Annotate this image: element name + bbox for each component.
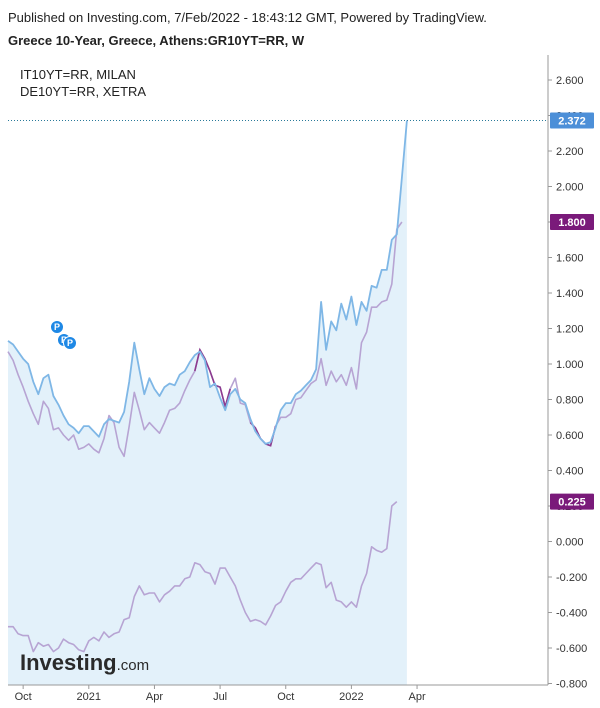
x-tick-label: Oct [15,691,32,703]
italy-last-value-badge [550,214,594,230]
x-tick-label: Apr [408,691,425,703]
greece-area-fill [8,120,407,685]
y-tick-label: -0.400 [556,608,587,620]
y-tick-label: 2.000 [556,182,584,194]
y-tick-label: -0.800 [556,679,587,691]
germany-last-value-badge [550,493,594,510]
y-tick-label: -0.600 [556,643,587,655]
legend-italy[interactable]: IT10YT=RR, MILAN [20,67,136,82]
y-tick-label: 1.200 [556,324,584,336]
italy-last-value-badge-text: 1.800 [558,217,586,229]
germany-last-value-badge-text: 0.225 [558,497,586,509]
event-marker-icon[interactable] [63,336,77,350]
legend-germany[interactable]: DE10YT=RR, XETRA [20,84,147,99]
y-tick-label: 0.000 [556,537,584,549]
event-marker-label: P [54,322,60,332]
investing-logo: Investing.com [20,650,149,675]
y-tick-label: 0.400 [556,466,584,478]
greece-last-value-badge [550,112,594,129]
greece-series-line[interactable] [7,120,408,445]
y-tick-label: 0.800 [556,395,584,407]
y-tick-label: 1.000 [556,359,584,371]
x-tick-label: Oct [277,691,294,703]
greece-last-value-badge-text: 2.372 [558,115,586,127]
germany-series-line[interactable] [8,500,398,653]
x-tick-label: Jul [213,691,227,703]
event-marker-icon[interactable] [50,320,64,334]
x-tick-label: 2021 [77,691,101,703]
chart-title: Greece 10-Year, Greece, Athens:GR10YT=RR… [8,33,305,48]
x-tick-label: 2022 [339,691,363,703]
y-tick-label: 0.600 [556,430,584,442]
y-tick-label: 2.600 [556,75,584,87]
x-tick-label: Apr [146,691,163,703]
published-info: Published on Investing.com, 7/Feb/2022 -… [8,10,487,25]
y-tick-label: 1.400 [556,288,584,300]
event-marker-label: P [67,338,73,348]
y-tick-label: -0.200 [556,572,587,584]
y-tick-label: 1.600 [556,253,584,265]
y-tick-label: 2.200 [556,146,584,158]
